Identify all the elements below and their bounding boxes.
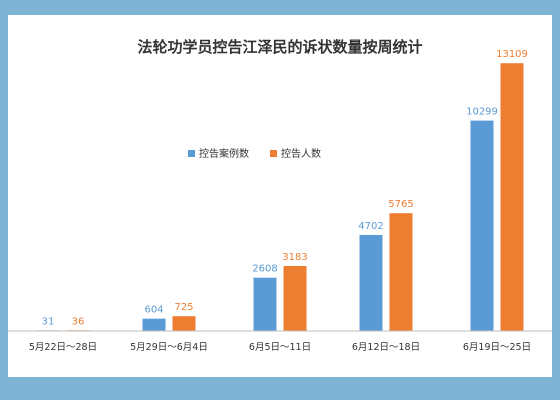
chart-title: 法轮功学员控告江泽民的诉状数量按周统计 — [137, 38, 422, 56]
legend-swatch-cases — [188, 150, 195, 157]
bar-s0-c2 — [253, 277, 277, 331]
bar-s1-c2 — [283, 265, 307, 331]
bar-s0-c4 — [470, 120, 494, 331]
x-tick-label-1: 5月29日～6月4日 — [130, 342, 208, 353]
value-label-s1-c3: 5765 — [388, 199, 413, 210]
bar-s1-c4 — [500, 63, 524, 332]
x-tick-labels: 5月22日～28日 5月29日～6月4日 6月5日～11日 6月12日～18日 6月19… — [29, 342, 531, 353]
legend-label-cases: 控告案例数 — [199, 147, 249, 160]
value-label-s1-c1: 725 — [174, 302, 193, 313]
x-tick-label-0: 5月22日～28日 — [29, 342, 97, 353]
bar-s1-c1 — [172, 316, 196, 331]
value-label-s0-c1: 604 — [144, 305, 163, 316]
legend-label-people: 控告人数 — [281, 147, 321, 160]
x-tick-label-4: 6月19日～25日 — [463, 342, 531, 353]
value-label-s0-c3: 4702 — [358, 221, 383, 232]
chart-panel — [8, 15, 552, 377]
value-label-s0-c2: 2608 — [252, 264, 277, 275]
value-label-s0-c4: 10299 — [466, 107, 498, 118]
x-tick-label-2: 6月5日～11日 — [249, 342, 311, 353]
value-label-s0-c0: 31 — [42, 316, 55, 327]
legend: 控告案例数 控告人数 — [188, 147, 321, 160]
legend-swatch-people — [270, 150, 277, 157]
value-label-s1-c4: 13109 — [496, 49, 528, 60]
bar-s0-c1 — [142, 318, 166, 331]
bar-s0-c3 — [359, 234, 383, 331]
value-labels-group: 31 36 604 725 2608 3183 4702 5765 10299 13109 — [42, 49, 528, 327]
bars-group — [36, 63, 524, 332]
value-label-s1-c2: 3183 — [282, 252, 307, 263]
value-label-s1-c0: 36 — [72, 316, 85, 327]
x-tick-label-3: 6月12日～18日 — [352, 342, 420, 353]
bar-s1-c3 — [389, 213, 413, 331]
